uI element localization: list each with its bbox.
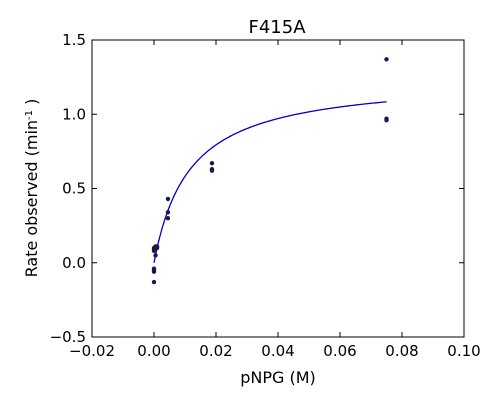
data-point: [209, 161, 215, 166]
y-tick-label: 0.0: [62, 254, 86, 272]
x-axis-label: pNPG (M): [240, 368, 316, 387]
x-axis-ticks: −0.02 0.00 0.02 0.04 0.06 0.08 0.10: [69, 40, 481, 360]
data-point: [384, 117, 389, 123]
y-axis-label-main: Rate observed (min: [22, 120, 41, 277]
chart-title: F415A: [248, 17, 306, 38]
x-tick-label: 0.10: [447, 342, 480, 360]
y-tick-label: 1.5: [62, 31, 86, 49]
x-tick-label: 0.04: [261, 342, 294, 360]
data-point: [154, 244, 160, 249]
data-point: [165, 196, 171, 202]
data-points: [151, 57, 389, 285]
x-tick-label: 0.06: [323, 342, 356, 360]
x-tick-label: −0.02: [69, 342, 115, 360]
x-tick-label: 0.02: [199, 342, 232, 360]
data-point: [165, 216, 171, 221]
data-point: [384, 57, 389, 62]
y-axis-ticks: −0.5 0.0 0.5 1.0 1.5: [50, 31, 464, 346]
y-axis-label: Rate observed (min-1 ): [22, 99, 41, 278]
y-axis-label-end: ): [22, 99, 41, 110]
y-tick-label: 1.0: [62, 105, 86, 123]
data-point: [153, 253, 158, 258]
x-tick-label: 0.00: [137, 342, 170, 360]
plot-frame: [91, 39, 465, 338]
y-tick-label: −0.5: [50, 328, 86, 346]
data-point: [151, 266, 157, 271]
y-axis-label-superscript: -1: [24, 110, 35, 120]
data-point: [209, 166, 215, 172]
y-tick-label: 0.5: [62, 180, 86, 198]
fit-curve-line: [153, 101, 387, 263]
data-point: [151, 279, 157, 285]
data-point: [165, 210, 171, 215]
x-tick-label: 0.08: [385, 342, 418, 360]
